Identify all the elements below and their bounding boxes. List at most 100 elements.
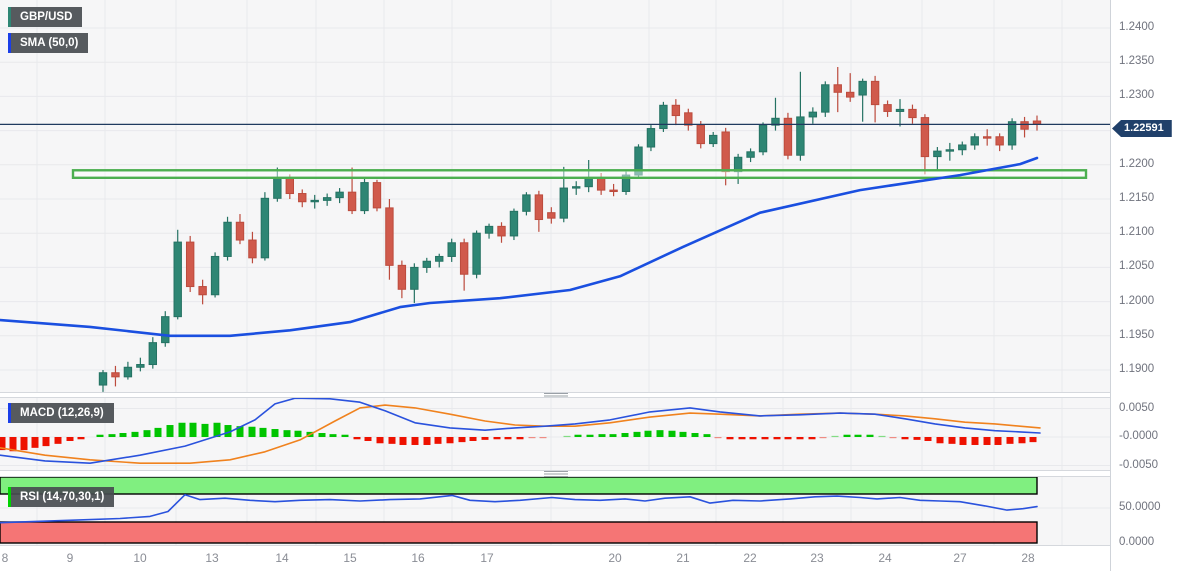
candle-body [920,117,930,158]
macd-histogram-bar [283,430,291,437]
macd-histogram-bar [959,437,967,445]
macd-histogram-bar [119,433,127,437]
macd-histogram-bar [1006,437,1014,444]
macd-histogram-bar [574,434,582,437]
price-tick-label: 1.2050 [1119,260,1155,273]
macd-badge-label: MACD (12,26,9) [20,407,104,419]
candle-body [733,156,743,173]
macd-indicator-pane[interactable] [0,398,1110,470]
candle-body [210,255,220,296]
candle-body [559,187,568,219]
macd-histogram-bar [738,437,746,440]
macd-histogram-bar [656,430,664,437]
candle-body [534,194,544,221]
candle-body [808,111,818,118]
macd-histogram-bar [703,434,711,437]
macd-histogram-bar [224,425,232,437]
macd-histogram-bar [259,427,267,437]
macd-histogram-bar [633,431,641,437]
macd-histogram-bar [248,426,256,437]
candle-body [248,239,257,259]
candle-body [970,136,979,146]
candle-body [684,112,693,126]
candle-body [497,225,506,237]
candle-body [447,242,456,257]
candle-body [783,117,793,156]
macd-histogram-bar [20,437,28,451]
price-chart-pane[interactable] [0,0,1110,392]
candle-body [584,177,593,188]
candle-body [945,149,955,152]
macd-histogram-bar [294,430,302,437]
candle-body [260,197,270,259]
date-tick-label: 8 [1,551,9,565]
macd-histogram-bar [901,437,909,440]
rsi-indicator-pane[interactable] [0,477,1110,545]
rsi-tick-label: 0.0000 [1119,536,1155,548]
macd-histogram-bar [691,433,699,437]
candle-body [347,191,357,212]
pane-separator-macd[interactable] [0,392,1110,399]
candle-body [484,225,494,234]
candle-body [422,260,431,268]
candle-body [671,104,681,117]
macd-histogram-bar [77,437,85,440]
macd-histogram-bar [586,434,594,437]
candle-body [796,116,805,156]
price-tick-label: 1.2000 [1119,294,1155,307]
rsi-badge-label: RSI (14,70,30,1) [20,491,105,503]
candle-body [771,117,780,126]
date-tick-label: 23 [810,551,824,565]
candle-body [310,199,319,203]
macd-histogram-bar [878,435,886,438]
macd-histogram-bar [178,422,186,437]
candle-body [821,84,830,113]
macd-histogram-bar [108,434,116,437]
macd-histogram-bar [784,437,792,440]
candle-body [372,182,382,209]
macd-histogram-bar [154,427,162,437]
sma-badge-label: SMA (50,0) [20,37,79,49]
candle-body [273,177,282,199]
macd-histogram-bar [201,423,209,437]
candle-body [298,193,307,203]
support-zone[interactable] [71,169,1088,179]
price-tick-label: 1.2100 [1119,226,1155,239]
sma-badge: SMA (50,0) [8,33,89,53]
pane-resize-handle-icon[interactable] [544,471,568,477]
macd-histogram-bar [948,437,956,444]
candle-body [198,286,207,296]
macd-histogram-bar [143,430,151,437]
macd-histogram-bar [9,437,17,452]
price-tick-label: 1.2350 [1119,55,1155,68]
macd-histogram-bar [796,437,804,440]
pane-separator-rsi[interactable] [0,470,1110,477]
macd-histogram-bar [166,425,174,437]
date-axis[interactable]: 8 9 10 13 14 15 16 17 20 21 22 23 24 27 28 [0,545,1110,571]
macd-histogram-bar [563,435,571,438]
candle-body [696,124,705,145]
macd-histogram-bar [1018,437,1026,444]
macd-histogram-bar [924,437,932,441]
price-axis[interactable]: 1.24001.23501.23001.22501.22001.21501.21… [1110,0,1182,571]
candle-body [459,242,469,275]
macd-histogram-bar [889,437,897,439]
candle-body [547,212,556,219]
rsi-line [0,493,1038,524]
candle-body [397,264,407,290]
candle-body [646,128,656,148]
macd-histogram-bar [364,437,372,441]
macd-histogram-bar [994,437,1002,445]
macd-histogram-bar [913,437,921,440]
candle-body [659,104,668,130]
rsi-badge: RSI (14,70,30,1) [8,487,115,507]
candle-body [148,342,158,366]
pane-resize-handle-icon[interactable] [544,393,568,399]
candle-body [360,182,369,212]
macd-histogram-bar [714,437,722,439]
candle-body [173,241,182,318]
macd-histogram-bar [808,437,816,440]
date-tick-label: 27 [953,551,967,565]
candle-body [596,177,606,191]
price-tick-label: 1.1900 [1119,363,1155,375]
